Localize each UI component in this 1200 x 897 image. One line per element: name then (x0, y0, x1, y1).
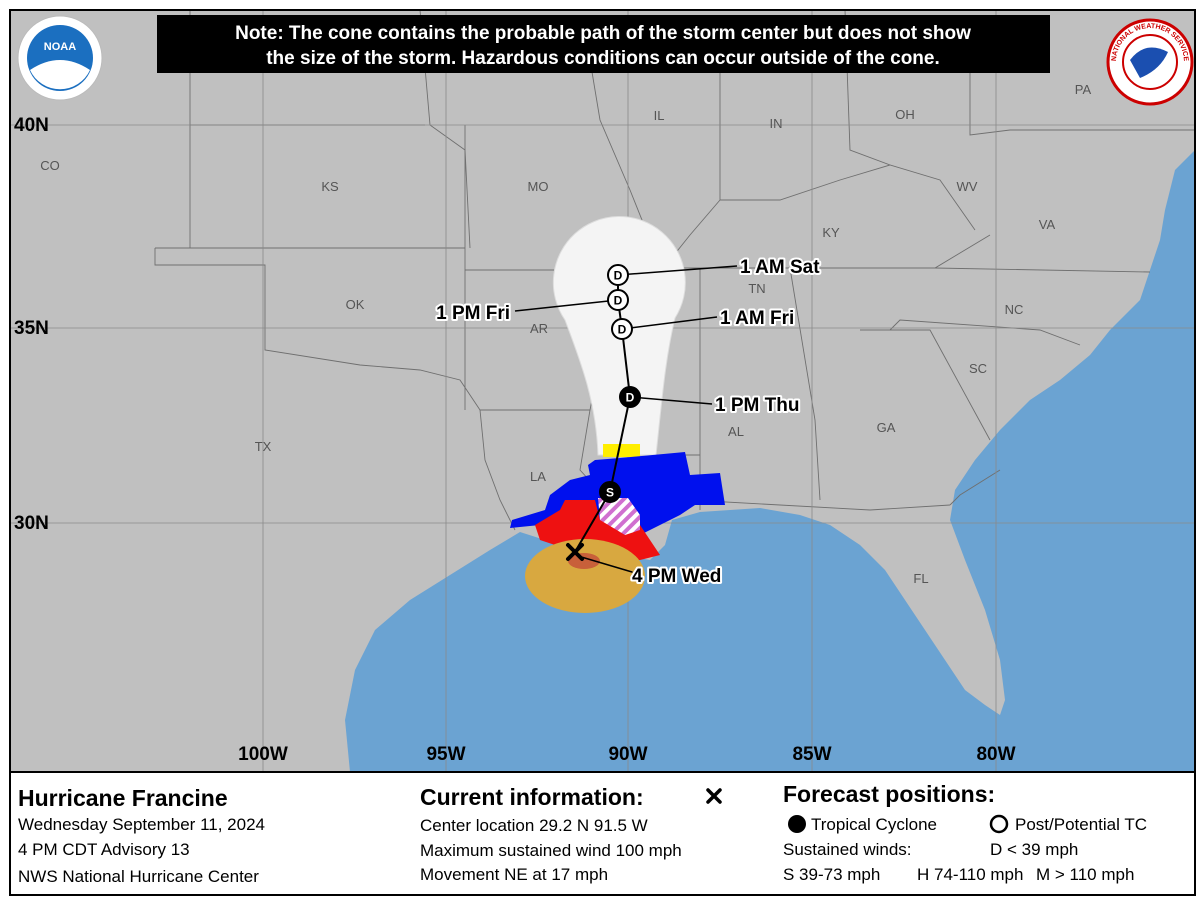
forecast-marker (607, 264, 629, 286)
storm-name: Hurricane Francine (18, 785, 228, 811)
state-label: WV (957, 179, 978, 194)
icon-stroke (706, 788, 722, 804)
state-label: KS (321, 179, 339, 194)
latitude-label: 40N (14, 115, 49, 136)
legend-text: D < 39 mph (990, 840, 1078, 859)
current-marker (566, 543, 584, 561)
info-panel: Hurricane Francine Wednesday September 1… (18, 781, 1147, 886)
marker-symbol: D (618, 323, 627, 337)
state-label: NC (1005, 302, 1024, 317)
forecast-label: 4 PM Wed (632, 566, 721, 587)
longitude-label: 85W (792, 744, 831, 765)
info-frame (9, 771, 1196, 896)
state-label: TN (748, 281, 765, 296)
info-line: Movement NE at 17 mph (420, 865, 608, 884)
water (345, 150, 1195, 772)
state-label: KY (822, 225, 840, 240)
longitude-label: 80W (976, 744, 1015, 765)
legend-text: Sustained winds: (783, 840, 912, 859)
longitude-label: 95W (426, 744, 465, 765)
legend-text: H 74-110 mph (917, 865, 1023, 884)
forecast-label: 1 AM Sat (740, 257, 820, 278)
logo-text: NOAA (44, 41, 76, 53)
leader-line (514, 299, 619, 312)
longitude-label: 100W (238, 744, 288, 765)
marker-symbol: D (614, 294, 623, 308)
leader-line (629, 396, 713, 405)
forecast-points: D 1 AM Sat D 1 PM Fri D 1 AM Fri D 1 PM Thu S (434, 255, 822, 503)
longitude-label: 90W (608, 744, 647, 765)
forecast-marker (619, 386, 641, 408)
map-area: COKSMOILINOHPAWVKYVATNNCOKARSCMSALGATXLA… (10, 10, 1195, 772)
legend-text: Tropical Cyclone (811, 815, 937, 834)
state-label: FL (913, 571, 928, 586)
leader-line (577, 555, 633, 573)
leader-line (617, 265, 738, 276)
logo-cloud (1130, 47, 1168, 78)
nws-logo: NATIONAL WEATHER SERVICE (1106, 18, 1194, 106)
info-line: Maximum sustained wind 100 mph (420, 841, 682, 860)
latitude-label: 30N (14, 513, 49, 534)
current-icon (706, 788, 722, 804)
marker-symbol: D (614, 269, 623, 283)
marker-symbol: D (626, 391, 635, 405)
state-label: AL (728, 424, 744, 439)
state-label: GA (877, 420, 896, 435)
noaa-logo: NOAA (17, 15, 103, 101)
latitude-labels: 40N 35N 30N (14, 115, 49, 534)
state-label: TX (255, 439, 272, 454)
hurricane-wind-field (568, 553, 600, 569)
state-label: AR (530, 321, 548, 336)
note: Note: The cone contains the probable pat… (235, 23, 971, 44)
info-line: Center location 29.2 N 91.5 W (420, 816, 648, 835)
state-label: MO (528, 179, 549, 194)
state-label: SC (969, 361, 987, 376)
longitude-labels: 100W 95W 90W 85W 80W (238, 744, 1015, 765)
note-box (157, 15, 1050, 73)
state-label: PA (1075, 82, 1092, 97)
logo-gull (30, 60, 90, 90)
legend-symbol (788, 815, 806, 833)
legend-symbol (989, 814, 1009, 834)
info-line: Wednesday September 11, 2024 (18, 815, 265, 834)
legend-text: S 39-73 mph (783, 865, 880, 884)
state-label: OK (346, 297, 365, 312)
state-label: VA (1039, 217, 1056, 232)
state-label: LA (530, 469, 546, 484)
current-position (566, 543, 633, 573)
section-title: Current information: (420, 784, 644, 810)
forecast-marker (599, 481, 621, 503)
storm-surge-watch (603, 444, 640, 457)
state-label: IN (770, 116, 783, 131)
forecast-label: 1 PM Thu (715, 395, 799, 416)
marker-symbol: S (606, 486, 614, 500)
forecast-label: 1 AM Fri (720, 308, 794, 329)
leader-line (621, 316, 718, 330)
legend-text: Post/Potential TC (1015, 815, 1147, 834)
state-label: IL (654, 108, 665, 123)
state-label: OH (895, 107, 915, 122)
section-title: Forecast positions: (783, 781, 995, 807)
info-line: 4 PM CDT Advisory 13 (18, 840, 190, 859)
forecast-marker (607, 289, 629, 311)
wind-field (525, 539, 645, 613)
forecast-marker (611, 318, 633, 340)
legend-text: M > 110 mph (1036, 865, 1134, 884)
info-line: NWS National Hurricane Center (18, 867, 259, 886)
forecast-label: 1 PM Fri (436, 303, 510, 324)
latitude-label: 35N (14, 318, 49, 339)
note: the size of the storm. Hazardous conditi… (266, 48, 940, 69)
state-label: CO (40, 158, 60, 173)
hurricane-watch (598, 498, 640, 535)
